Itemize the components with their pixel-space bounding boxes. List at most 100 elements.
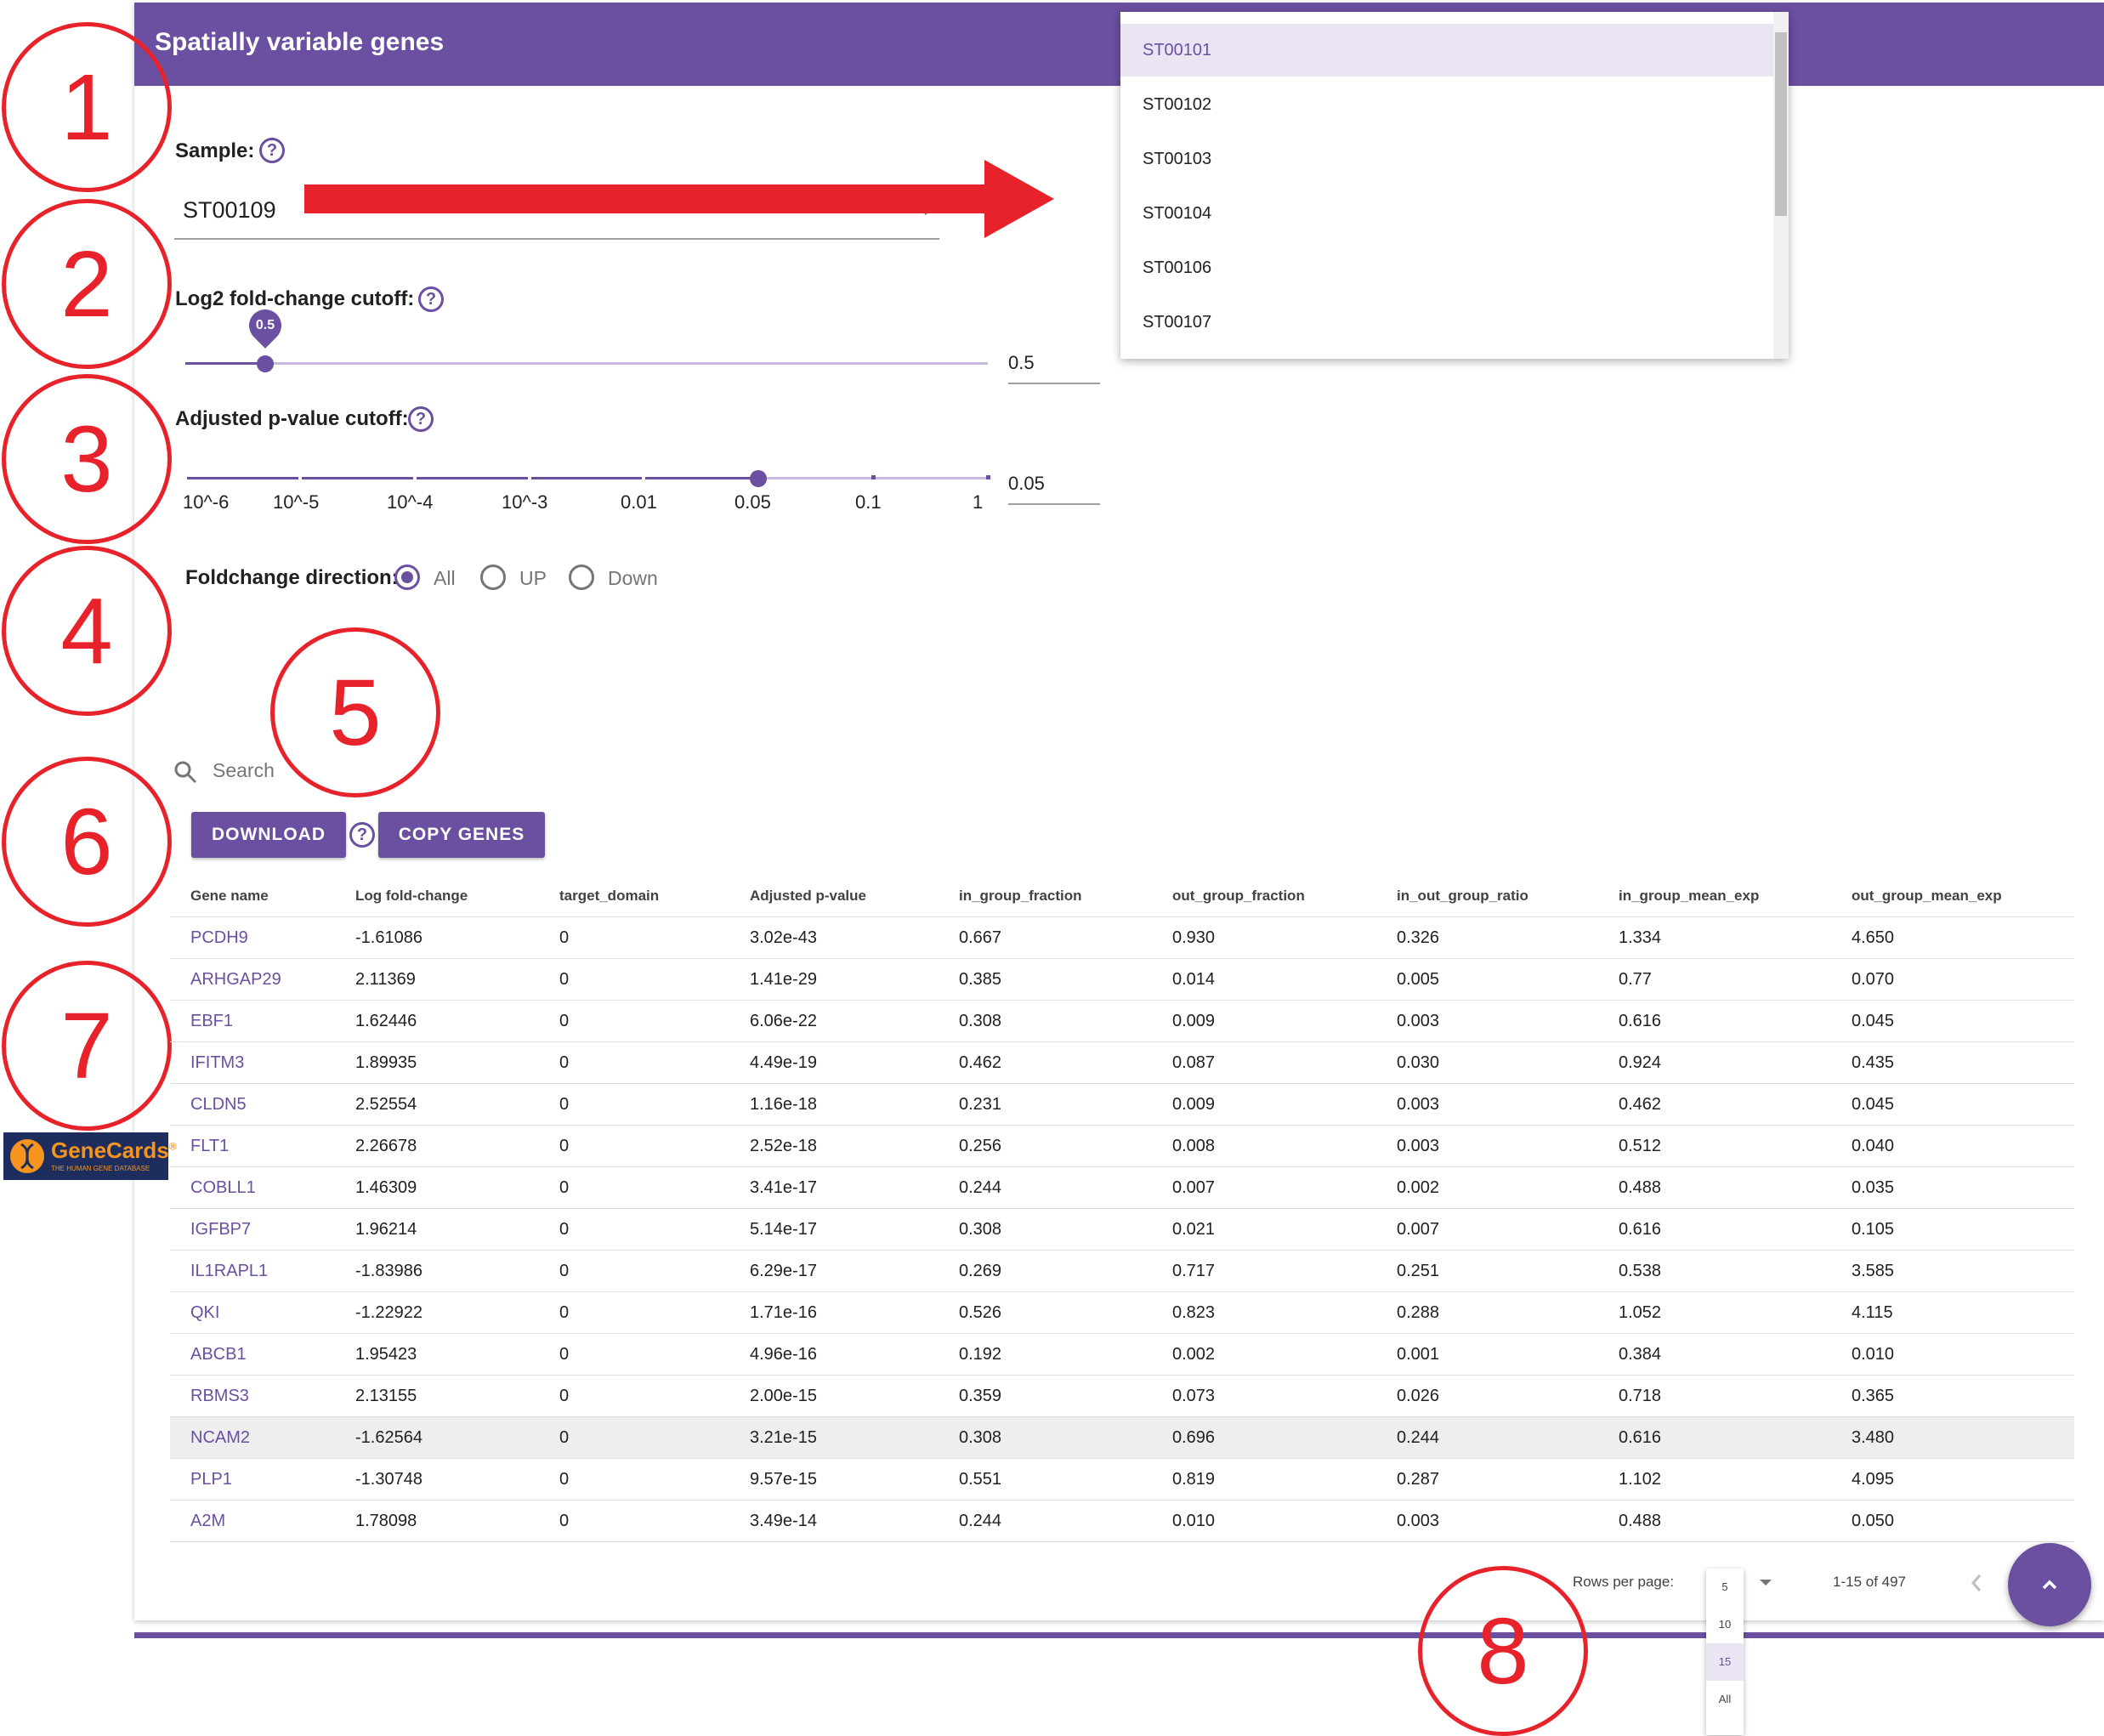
table-cell: 0.070 xyxy=(1852,970,1895,989)
pvalue-slider-thumb[interactable] xyxy=(750,470,768,487)
log2fc-slider-thumb[interactable] xyxy=(257,355,275,372)
rows-per-page-option[interactable]: 15 xyxy=(1706,1643,1744,1681)
genecards-logo[interactable]: GeneCards® THE HUMAN GENE DATABASE xyxy=(3,1132,177,1180)
column-header[interactable]: in_out_group_ratio xyxy=(1397,888,1528,904)
sample-option[interactable]: ST00104 xyxy=(1143,204,1212,223)
rows-per-page-caret-icon[interactable] xyxy=(1760,1580,1772,1586)
direction-radio-all[interactable] xyxy=(394,564,420,590)
sample-option[interactable]: ST00102 xyxy=(1143,95,1212,114)
pvalue-tick-mark xyxy=(642,476,646,479)
sample-help-icon[interactable]: ? xyxy=(259,138,285,163)
gene-name-link[interactable]: PLP1 xyxy=(190,1470,232,1489)
table-row[interactable]: EBF1 1.62446 0 6.06e-22 0.308 0.009 0.003 0.616… xyxy=(170,1001,2074,1042)
sample-option[interactable]: ST00101 xyxy=(1120,24,1773,77)
column-header[interactable]: out_group_fraction xyxy=(1172,888,1305,904)
table-row[interactable]: ARHGAP29 2.11369 0 1.41e-29 0.385 0.014 0.005 0… xyxy=(170,959,2074,1001)
table-cell: 0.244 xyxy=(1397,1428,1440,1447)
table-cell: 3.480 xyxy=(1852,1428,1895,1447)
pvalue-help-icon[interactable]: ? xyxy=(408,406,434,432)
gene-name-link[interactable]: EBF1 xyxy=(190,1012,234,1030)
table-row[interactable]: IL1RAPL1 -1.83986 0 6.29e-17 0.269 0.717 0.251… xyxy=(170,1251,2074,1292)
log2fc-input[interactable]: 0.5 xyxy=(1008,347,1100,384)
table-row[interactable]: NCAM2 -1.62564 0 3.21e-15 0.308 0.696 0.244 0.6… xyxy=(170,1417,2074,1459)
table-row[interactable]: QKI -1.22922 0 1.71e-16 0.526 0.823 0.288 1.052… xyxy=(170,1292,2074,1334)
table-cell: 0 xyxy=(559,1220,570,1239)
table-cell: 0 xyxy=(559,1345,570,1364)
table-row[interactable]: CLDN5 2.52554 0 1.16e-18 0.231 0.009 0.003 0.46… xyxy=(170,1084,2074,1126)
table-cell: 1.62446 xyxy=(355,1012,417,1030)
download-help-icon[interactable]: ? xyxy=(349,822,375,848)
column-header[interactable]: Adjusted p-value xyxy=(750,888,866,904)
table-cell: 0.073 xyxy=(1172,1387,1216,1405)
gene-name-link[interactable]: FLT1 xyxy=(190,1137,230,1155)
table-cell: 0 xyxy=(559,970,570,989)
gene-name-link[interactable]: ARHGAP29 xyxy=(190,970,281,989)
rows-per-page-option[interactable]: All xyxy=(1718,1693,1732,1705)
direction-radio-up[interactable] xyxy=(480,564,506,590)
table-cell: 0.819 xyxy=(1172,1470,1216,1489)
table-cell: 0.050 xyxy=(1852,1512,1895,1530)
gene-name-link[interactable]: NCAM2 xyxy=(190,1428,251,1447)
table-cell: 3.02e-43 xyxy=(750,928,817,947)
table-row[interactable]: ABCB1 1.95423 0 4.96e-16 0.192 0.002 0.001 0.38… xyxy=(170,1334,2074,1376)
genecards-subtitle: THE HUMAN GENE DATABASE xyxy=(51,1165,150,1172)
table-row[interactable]: A2M 1.78098 0 3.49e-14 0.244 0.010 0.003 0.488 0… xyxy=(170,1501,2074,1542)
column-header[interactable]: out_group_mean_exp xyxy=(1852,888,2002,904)
table-cell: 0.462 xyxy=(1619,1095,1662,1114)
column-header[interactable]: Log fold-change xyxy=(355,888,468,904)
gene-name-link[interactable]: IGFBP7 xyxy=(190,1220,252,1239)
sample-option[interactable]: ST00103 xyxy=(1143,150,1212,168)
table-cell: 0.192 xyxy=(959,1345,1002,1364)
dropdown-scroll-thumb[interactable] xyxy=(1775,32,1787,216)
table-row[interactable]: COBLL1 1.46309 0 3.41e-17 0.244 0.007 0.002 0.4… xyxy=(170,1167,2074,1209)
table-cell: 2.52554 xyxy=(355,1095,417,1114)
sample-option[interactable]: ST00107 xyxy=(1143,313,1212,332)
sample-select[interactable]: ST00109 xyxy=(174,187,939,240)
search-input[interactable]: Search xyxy=(213,759,275,781)
table-row[interactable]: IFITM3 1.89935 0 4.49e-19 0.462 0.087 0.030 0.9… xyxy=(170,1042,2074,1084)
table-cell: 1.96214 xyxy=(355,1220,417,1239)
dropdown-scrollbar[interactable] xyxy=(1773,12,1789,359)
gene-name-link[interactable]: A2M xyxy=(190,1512,226,1530)
log2fc-help-icon[interactable]: ? xyxy=(418,286,444,312)
table-row[interactable]: PCDH9 -1.61086 0 3.02e-43 0.667 0.930 0.326 1.3… xyxy=(170,917,2074,959)
column-header[interactable]: in_group_fraction xyxy=(959,888,1082,904)
table-cell: 0.488 xyxy=(1619,1512,1662,1530)
rows-per-page-option[interactable]: 10 xyxy=(1718,1618,1732,1631)
table-cell: 0.717 xyxy=(1172,1262,1216,1280)
gene-name-link[interactable]: COBLL1 xyxy=(190,1178,256,1197)
column-header[interactable]: Gene name xyxy=(190,888,269,904)
gene-name-link[interactable]: PCDH9 xyxy=(190,928,248,947)
gene-name-link[interactable]: IFITM3 xyxy=(190,1053,245,1072)
gene-name-link[interactable]: ABCB1 xyxy=(190,1345,247,1364)
scroll-to-top-button[interactable] xyxy=(2008,1543,2091,1626)
rows-per-page-option[interactable]: 5 xyxy=(1721,1580,1728,1593)
chevron-up-icon xyxy=(2042,1580,2057,1590)
table-row[interactable]: FLT1 2.26678 0 2.52e-18 0.256 0.008 0.003 0.512… xyxy=(170,1126,2074,1167)
table-cell: 0.244 xyxy=(959,1178,1002,1197)
gene-name-link[interactable]: IL1RAPL1 xyxy=(190,1262,269,1280)
download-button[interactable]: DOWNLOAD xyxy=(191,812,346,858)
table-cell: 0.287 xyxy=(1397,1470,1440,1489)
annotation-circle-1: 1 xyxy=(2,22,172,192)
sample-option[interactable]: ST00106 xyxy=(1143,258,1212,277)
pvalue-tick-mark xyxy=(184,476,187,479)
copy-genes-button[interactable]: COPY GENES xyxy=(378,812,545,858)
previous-page-icon[interactable] xyxy=(1967,1571,1986,1595)
direction-radio-down[interactable] xyxy=(569,564,594,590)
column-header[interactable]: target_domain xyxy=(559,888,660,904)
gene-name-link[interactable]: CLDN5 xyxy=(190,1095,247,1114)
table-row[interactable]: PLP1 -1.30748 0 9.57e-15 0.551 0.819 0.287 1.10… xyxy=(170,1459,2074,1501)
table-cell: 3.585 xyxy=(1852,1262,1895,1280)
column-header[interactable]: in_group_mean_exp xyxy=(1619,888,1760,904)
log2fc-slider-rail[interactable] xyxy=(185,362,988,365)
pvalue-input[interactable]: 0.05 xyxy=(1008,468,1100,505)
table-cell: 0.002 xyxy=(1172,1345,1216,1364)
table-row[interactable]: RBMS3 2.13155 0 2.00e-15 0.359 0.073 0.026 0.71… xyxy=(170,1376,2074,1417)
table-cell: 0 xyxy=(559,1512,570,1530)
table-cell: 0.526 xyxy=(959,1303,1002,1322)
table-cell: 0.616 xyxy=(1619,1428,1662,1447)
gene-name-link[interactable]: RBMS3 xyxy=(190,1387,249,1405)
table-row[interactable]: IGFBP7 1.96214 0 5.14e-17 0.308 0.021 0.007 0.6… xyxy=(170,1209,2074,1251)
gene-name-link[interactable]: QKI xyxy=(190,1303,220,1322)
